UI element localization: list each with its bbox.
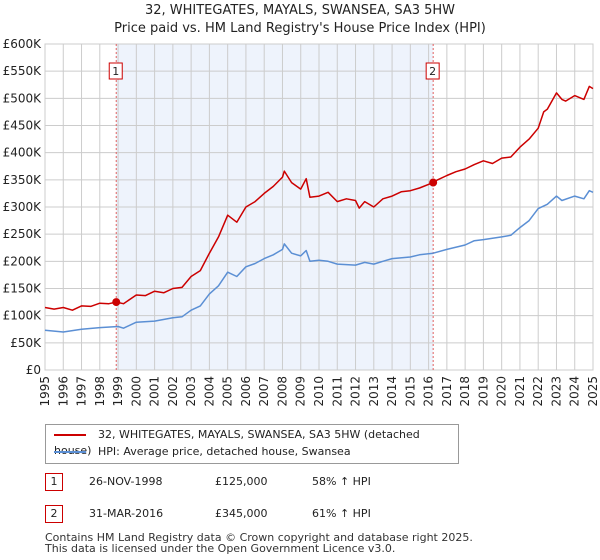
x-tick-label: 2019	[476, 376, 490, 407]
chart-title: 32, WHITEGATES, MAYALS, SWANSEA, SA3 5HW…	[0, 2, 600, 38]
transaction-price: £345,000	[215, 507, 268, 520]
x-tick-label: 1999	[111, 376, 125, 407]
legend-label: 32, WHITEGATES, MAYALS, SWANSEA, SA3 5HW…	[54, 428, 420, 457]
x-tick-label: 1998	[93, 376, 107, 407]
y-tick-label: £50K	[10, 336, 42, 350]
x-tick-label: 2003	[184, 376, 198, 407]
title-line-1: 32, WHITEGATES, MAYALS, SWANSEA, SA3 5HW	[144, 3, 456, 18]
legend-swatch-blue	[54, 451, 86, 453]
y-tick-label: £200K	[3, 254, 43, 268]
x-tick-label: 2000	[129, 376, 143, 407]
transaction-number: 2	[45, 505, 63, 523]
y-tick-label: £0	[26, 363, 41, 377]
x-tick-label: 2014	[385, 376, 399, 407]
y-tick-label: £450K	[3, 119, 43, 133]
x-tick-label: 2015	[403, 376, 417, 407]
x-tick-label: 2016	[422, 376, 436, 407]
y-tick-label: £150K	[3, 282, 43, 296]
y-tick-label: £400K	[3, 146, 43, 160]
series-line	[44, 85, 594, 311]
legend: 32, WHITEGATES, MAYALS, SWANSEA, SA3 5HW…	[45, 424, 459, 464]
transaction-price: £125,000	[215, 475, 268, 488]
x-tick-label: 2010	[312, 376, 326, 407]
marker-label: 2	[429, 65, 436, 78]
x-tick-label: 2001	[148, 376, 162, 407]
footer-line-2: This data is licensed under the Open Gov…	[45, 542, 396, 555]
x-tick-label: 2020	[495, 376, 509, 407]
line-chart: £0 £50K £100K £150K £200K £250K £300K £350K £400…	[3, 37, 600, 407]
transaction-row: 2 31-MAR-2016 £345,000 61% ↑ HPI	[45, 505, 545, 523]
y-tick-label: £250K	[3, 227, 43, 241]
x-tick-label: 1995	[38, 376, 52, 407]
legend-label: HPI: Average price, detached house, Swan…	[98, 445, 351, 458]
x-tick-label: 2017	[440, 376, 454, 407]
marker-box	[425, 62, 440, 80]
marker-box	[108, 62, 123, 80]
x-tick-label: 2002	[166, 376, 180, 407]
x-tick-label: 2013	[367, 376, 381, 407]
x-tick-label: 2011	[330, 376, 344, 407]
x-tick-label: 1996	[56, 376, 70, 407]
transaction-date: 26-NOV-1998	[89, 475, 163, 488]
legend-item-property: 32, WHITEGATES, MAYALS, SWANSEA, SA3 5HW…	[54, 427, 458, 457]
x-tick-label: 2018	[458, 376, 472, 407]
y-tick-label: £600K	[3, 37, 43, 51]
x-tick-label: 2023	[549, 376, 563, 407]
transaction-hpi: 61% ↑ HPI	[312, 507, 371, 520]
marker-label: 1	[112, 65, 119, 78]
x-tick-label: 2006	[239, 376, 253, 407]
transaction-date: 31-MAR-2016	[89, 507, 164, 520]
sale-point	[429, 178, 438, 187]
transaction-hpi: 58% ↑ HPI	[312, 475, 371, 488]
y-tick-label: £350K	[3, 173, 43, 187]
legend-swatch-red	[54, 434, 86, 436]
y-tick-label: £300K	[3, 200, 43, 214]
x-tick-label: 1997	[75, 376, 89, 407]
plot-frame	[44, 43, 594, 371]
footer-line-1: Contains HM Land Registry data © Crown c…	[45, 531, 473, 544]
title-line-2: Price paid vs. HM Land Registry's House …	[114, 21, 486, 36]
y-tick-label: £100K	[3, 309, 43, 323]
sale-point	[112, 298, 121, 307]
x-tick-label: 2007	[257, 376, 271, 407]
x-tick-label: 2025	[586, 376, 600, 407]
x-tick-label: 2004	[202, 376, 216, 407]
y-tick-label: £550K	[3, 64, 43, 78]
x-tick-label: 2024	[568, 376, 582, 407]
x-tick-label: 2005	[221, 376, 235, 407]
x-tick-label: 2008	[275, 376, 289, 407]
footer: Contains HM Land Registry data © Crown c…	[45, 532, 473, 554]
series-line	[44, 189, 594, 333]
legend-item-hpi: HPI: Average price, detached house, Swan…	[54, 444, 351, 460]
x-tick-label: 2022	[531, 376, 545, 407]
y-tick-label: £500K	[3, 91, 43, 105]
x-tick-label: 2021	[513, 376, 527, 407]
x-tick-label: 2012	[349, 376, 363, 407]
transaction-number: 1	[45, 473, 63, 491]
transaction-row: 1 26-NOV-1998 £125,000 58% ↑ HPI	[45, 473, 545, 491]
x-tick-label: 2009	[294, 376, 308, 407]
